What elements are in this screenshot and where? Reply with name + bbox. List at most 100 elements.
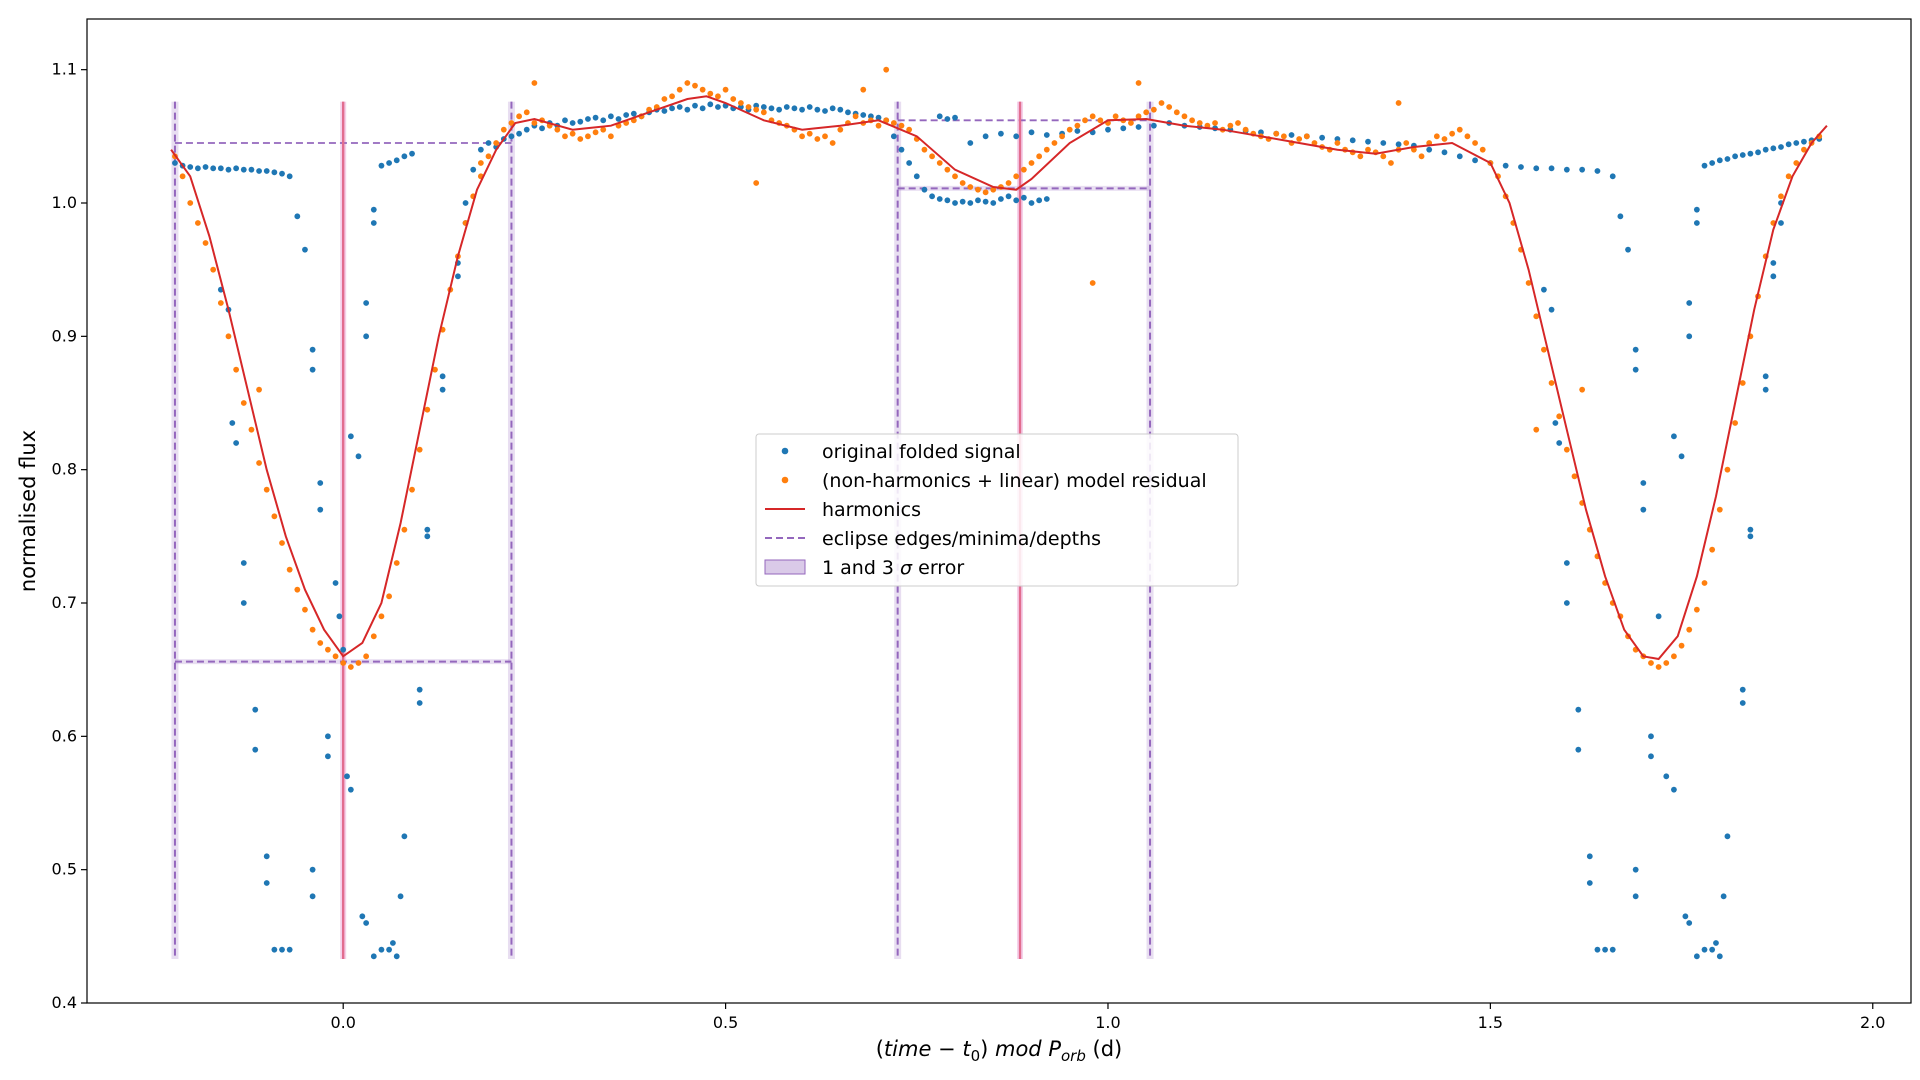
residual-point bbox=[952, 173, 958, 180]
original-point bbox=[279, 170, 285, 177]
original-point bbox=[577, 118, 584, 125]
residual-point bbox=[1648, 660, 1654, 666]
residual-point bbox=[883, 66, 890, 73]
residual-point bbox=[325, 646, 331, 653]
residual-point bbox=[898, 122, 905, 129]
original-point bbox=[837, 106, 844, 113]
original-point bbox=[309, 866, 316, 873]
legend-error-label: 1 and 3 σ error bbox=[822, 557, 964, 579]
original-point bbox=[240, 166, 247, 173]
original-point bbox=[1319, 134, 1326, 141]
residual-point bbox=[936, 160, 943, 166]
residual-point bbox=[1212, 120, 1218, 126]
original-point bbox=[240, 560, 247, 566]
residual-point bbox=[1005, 180, 1012, 186]
original-point bbox=[760, 104, 767, 110]
original-point bbox=[397, 893, 404, 900]
residual-point bbox=[1128, 120, 1134, 126]
original-point bbox=[791, 105, 798, 112]
residual-point bbox=[225, 333, 232, 340]
original-point bbox=[623, 112, 630, 118]
original-point bbox=[829, 105, 836, 112]
original-point bbox=[1747, 526, 1754, 533]
residual-point bbox=[401, 526, 408, 533]
residual-point bbox=[745, 104, 752, 110]
original-point bbox=[776, 106, 783, 113]
legend-residual-label: (non-harmonics + linear) model residual bbox=[822, 470, 1207, 492]
original-point bbox=[1380, 140, 1387, 146]
residual-point bbox=[806, 130, 813, 137]
residual-point bbox=[1020, 166, 1027, 173]
residual-point bbox=[822, 133, 828, 140]
residual-point bbox=[286, 566, 293, 573]
residual-point bbox=[730, 96, 737, 102]
original-point bbox=[585, 116, 591, 122]
original-point bbox=[959, 198, 966, 205]
original-point bbox=[210, 165, 217, 172]
original-point bbox=[952, 114, 958, 121]
original-point bbox=[1563, 166, 1570, 173]
original-point bbox=[1625, 246, 1631, 253]
original-point bbox=[562, 117, 568, 124]
original-point bbox=[256, 168, 262, 174]
original-point bbox=[1365, 138, 1371, 145]
residual-point bbox=[1028, 160, 1035, 166]
original-point bbox=[1541, 286, 1547, 293]
residual-point bbox=[715, 93, 721, 100]
original-point bbox=[1602, 946, 1608, 953]
residual-point bbox=[1563, 446, 1570, 453]
original-point bbox=[1552, 420, 1559, 426]
residual-point bbox=[516, 113, 523, 120]
original-point bbox=[1770, 273, 1777, 280]
original-point bbox=[485, 140, 492, 146]
original-point bbox=[982, 133, 989, 140]
original-point bbox=[944, 116, 951, 122]
residual-point bbox=[1303, 133, 1310, 140]
residual-point bbox=[1189, 117, 1196, 124]
original-point bbox=[1426, 146, 1433, 153]
residual-point bbox=[233, 366, 240, 373]
original-point bbox=[753, 102, 760, 109]
residual-point bbox=[1043, 146, 1050, 153]
model-residual-points bbox=[172, 66, 1823, 670]
original-point bbox=[359, 913, 366, 920]
original-point bbox=[1609, 946, 1616, 953]
original-point bbox=[252, 706, 259, 713]
residual-point bbox=[1135, 80, 1142, 86]
residual-point bbox=[424, 406, 431, 413]
original-point bbox=[692, 102, 698, 109]
residual-point bbox=[1785, 173, 1792, 180]
residual-point bbox=[1135, 113, 1142, 120]
original-point bbox=[1693, 953, 1700, 960]
original-point bbox=[1785, 141, 1792, 148]
original-point bbox=[1472, 157, 1478, 164]
original-point bbox=[202, 164, 209, 170]
residual-point bbox=[760, 109, 767, 116]
original-point bbox=[1762, 146, 1769, 153]
residual-point bbox=[1181, 113, 1188, 120]
original-point bbox=[539, 125, 545, 132]
residual-point bbox=[256, 386, 262, 393]
original-point bbox=[1020, 194, 1027, 201]
original-point bbox=[1693, 220, 1700, 226]
original-point bbox=[1678, 453, 1685, 460]
original-point bbox=[684, 106, 691, 113]
x-tick-label: 0.5 bbox=[713, 1013, 738, 1032]
original-point bbox=[424, 533, 431, 540]
residual-point bbox=[1801, 146, 1807, 153]
original-point bbox=[982, 198, 989, 205]
original-point bbox=[516, 130, 523, 137]
residual-point bbox=[179, 173, 186, 180]
original-point bbox=[1533, 165, 1540, 172]
residual-point bbox=[1548, 380, 1555, 386]
residual-point bbox=[1418, 153, 1425, 160]
y-tick-label: 1.1 bbox=[52, 60, 77, 79]
original-point bbox=[1013, 197, 1020, 204]
original-point bbox=[867, 113, 874, 120]
original-point bbox=[1074, 128, 1081, 134]
residual-point bbox=[409, 486, 415, 493]
residual-point bbox=[1441, 136, 1448, 142]
original-point bbox=[1755, 149, 1761, 156]
original-point bbox=[424, 526, 431, 533]
legend-original-label: original folded signal bbox=[822, 441, 1021, 463]
